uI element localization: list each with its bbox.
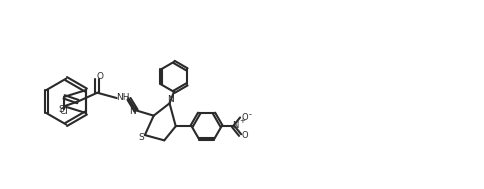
Text: Cl: Cl — [60, 107, 68, 116]
Text: S: S — [59, 105, 64, 114]
Text: N: N — [232, 121, 239, 130]
Text: N: N — [166, 95, 173, 104]
Text: O: O — [241, 131, 247, 139]
Text: S: S — [138, 133, 144, 142]
Text: O: O — [241, 113, 247, 122]
Text: O: O — [96, 72, 103, 81]
Text: +: + — [239, 118, 244, 124]
Text: -: - — [248, 110, 251, 119]
Text: N: N — [129, 107, 136, 116]
Text: NH: NH — [116, 93, 129, 102]
